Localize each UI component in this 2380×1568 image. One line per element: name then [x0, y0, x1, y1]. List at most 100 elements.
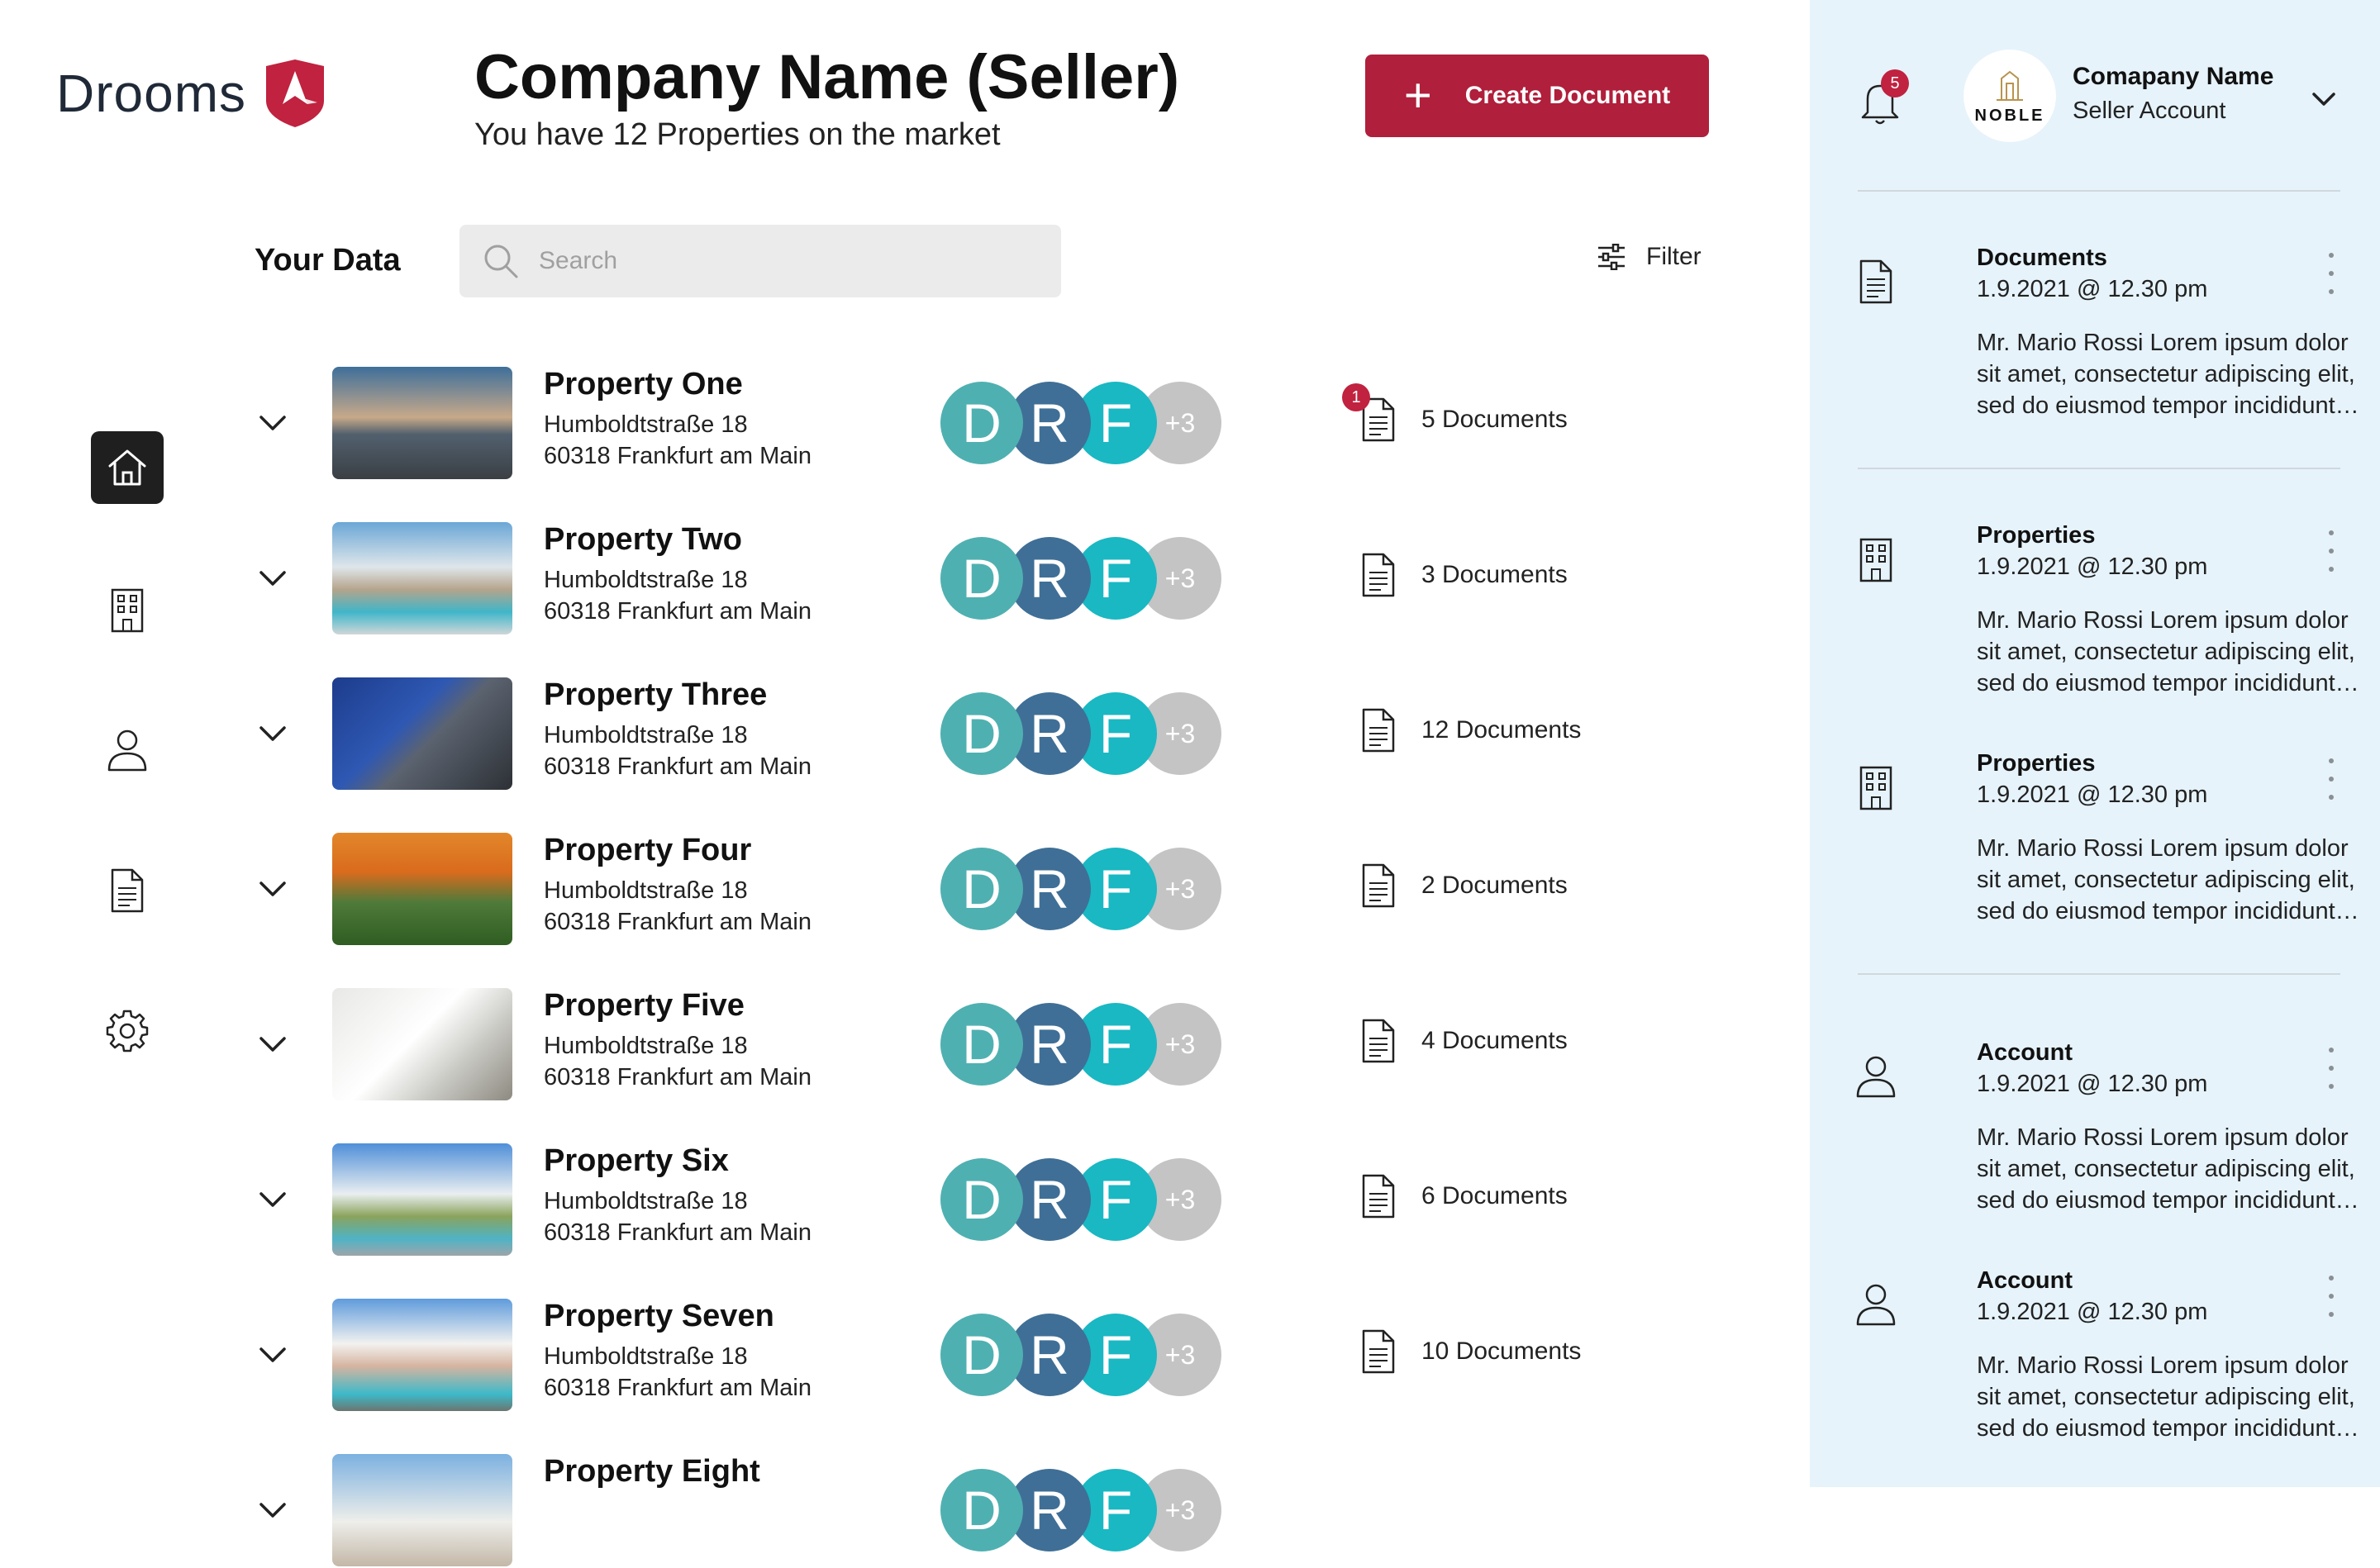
property-name[interactable]: Property Four: [544, 833, 752, 867]
property-name[interactable]: Property Eight: [544, 1454, 760, 1489]
search-box[interactable]: [459, 225, 1061, 297]
documents-link[interactable]: 3 Documents: [1360, 552, 1568, 598]
unread-badge: 1: [1342, 383, 1370, 411]
create-document-label: Create Document: [1464, 82, 1671, 109]
property-thumbnail[interactable]: [332, 677, 512, 790]
activity-item[interactable]: Properties 1.9.2021 @ 12.30 pm Mr. Mario…: [1851, 750, 2362, 940]
property-city: 60318 Frankfurt am Main: [544, 443, 812, 469]
expand-chevron-icon[interactable]: [248, 710, 298, 757]
divider: [1858, 190, 2340, 192]
property-thumbnail[interactable]: [332, 1143, 512, 1256]
property-name[interactable]: Property Seven: [544, 1299, 774, 1333]
property-thumbnail[interactable]: [332, 522, 512, 634]
documents-link[interactable]: 1 5 Documents: [1342, 383, 1568, 443]
member-avatar-d[interactable]: D: [940, 1469, 1023, 1551]
member-avatars[interactable]: +3 F R D: [940, 537, 1230, 620]
notification-count-badge: 5: [1881, 69, 1909, 97]
property-thumbnail[interactable]: [332, 1454, 512, 1566]
search-input[interactable]: [537, 246, 1033, 276]
property-row[interactable]: Property Seven Humboldtstraße 18 60318 F…: [248, 1297, 1653, 1413]
member-avatars[interactable]: +3 F R D: [940, 1469, 1230, 1551]
member-avatars[interactable]: +3 F R D: [940, 1314, 1230, 1396]
document-icon: [111, 868, 144, 913]
member-avatars[interactable]: +3 F R D: [940, 1158, 1230, 1241]
property-name[interactable]: Property Three: [544, 677, 768, 712]
more-options-icon[interactable]: [2319, 1048, 2344, 1089]
documents-link[interactable]: 12 Documents: [1360, 707, 1581, 753]
chevron-down-icon[interactable]: [2307, 83, 2340, 116]
documents-count: 10 Documents: [1421, 1338, 1582, 1365]
expand-chevron-icon[interactable]: [248, 866, 298, 912]
member-avatar-d[interactable]: D: [940, 848, 1023, 930]
property-name[interactable]: Property Five: [544, 988, 745, 1023]
documents-link[interactable]: 2 Documents: [1360, 862, 1568, 909]
property-street: Humboldtstraße 18: [544, 1343, 748, 1370]
activity-title: Properties: [1977, 522, 2096, 549]
expand-chevron-icon[interactable]: [248, 1332, 298, 1378]
property-row[interactable]: Property Six Humboldtstraße 18 60318 Fra…: [248, 1142, 1653, 1257]
document-icon: [1360, 1173, 1397, 1219]
property-row[interactable]: Property Five Humboldtstraße 18 60318 Fr…: [248, 986, 1653, 1102]
property-name[interactable]: Property One: [544, 367, 743, 402]
activity-time: 1.9.2021 @ 12.30 pm: [1977, 1299, 2208, 1325]
member-avatar-d[interactable]: D: [940, 537, 1023, 620]
nav-properties[interactable]: [91, 573, 164, 646]
nav-home[interactable]: [91, 431, 164, 504]
divider: [1858, 468, 2340, 469]
property-thumbnail[interactable]: [332, 367, 512, 479]
property-city: 60318 Frankfurt am Main: [544, 598, 812, 625]
documents-link[interactable]: 10 Documents: [1360, 1328, 1581, 1375]
member-avatars[interactable]: +3 F R D: [940, 692, 1230, 775]
member-avatar-d[interactable]: D: [940, 1314, 1023, 1396]
member-avatar-r[interactable]: R: [1008, 382, 1091, 464]
documents-link[interactable]: 6 Documents: [1360, 1173, 1568, 1219]
document-icon: [1360, 707, 1397, 753]
home-icon: [108, 449, 146, 486]
create-document-button[interactable]: + Create Document: [1365, 55, 1709, 137]
activity-item[interactable]: Documents 1.9.2021 @ 12.30 pm Mr. Mario …: [1851, 245, 2362, 435]
document-icon: [1360, 862, 1397, 909]
expand-chevron-icon[interactable]: [248, 400, 298, 446]
brand-logo[interactable]: Drooms: [56, 58, 331, 129]
documents-link[interactable]: 4 Documents: [1360, 1018, 1568, 1064]
filter-button[interactable]: Filter: [1597, 243, 1702, 271]
property-row[interactable]: Property One Humboldtstraße 18 60318 Fra…: [248, 365, 1653, 481]
member-avatar-d[interactable]: D: [940, 692, 1023, 775]
more-options-icon[interactable]: [2319, 530, 2344, 572]
expand-chevron-icon[interactable]: [248, 1021, 298, 1067]
member-avatars[interactable]: +3 F R D: [940, 848, 1230, 930]
member-avatars[interactable]: +3 F R D: [940, 1003, 1230, 1086]
member-avatar-d[interactable]: D: [940, 1003, 1023, 1086]
nav-account[interactable]: [91, 714, 164, 786]
property-thumbnail[interactable]: [332, 988, 512, 1100]
property-thumbnail[interactable]: [332, 1299, 512, 1411]
member-avatar-d[interactable]: D: [940, 1158, 1023, 1241]
nav-settings[interactable]: [91, 995, 164, 1067]
nav-documents[interactable]: [91, 854, 164, 927]
property-row[interactable]: Property Four Humboldtstraße 18 60318 Fr…: [248, 831, 1653, 947]
property-city: 60318 Frankfurt am Main: [544, 1219, 812, 1246]
member-avatar-d[interactable]: D: [940, 382, 1023, 464]
more-options-icon[interactable]: [2319, 253, 2344, 294]
account-logo[interactable]: NOBLE: [1963, 50, 2056, 142]
document-icon: [1360, 1328, 1397, 1375]
plus-icon: +: [1403, 69, 1432, 122]
activity-item[interactable]: Account 1.9.2021 @ 12.30 pm Mr. Mario Ro…: [1851, 1039, 2362, 1229]
property-city: 60318 Frankfurt am Main: [544, 1064, 812, 1090]
notifications-button[interactable]: 5: [1859, 69, 1911, 127]
more-options-icon[interactable]: [2319, 1276, 2344, 1317]
more-options-icon[interactable]: [2319, 758, 2344, 800]
property-name[interactable]: Property Two: [544, 522, 742, 557]
activity-item[interactable]: Properties 1.9.2021 @ 12.30 pm Mr. Mario…: [1851, 522, 2362, 712]
property-row[interactable]: Property Two Humboldtstraße 18 60318 Fra…: [248, 520, 1653, 636]
activity-time: 1.9.2021 @ 12.30 pm: [1977, 782, 2208, 808]
expand-chevron-icon[interactable]: [248, 1176, 298, 1223]
member-avatars[interactable]: +3 F R D: [940, 382, 1230, 464]
activity-item[interactable]: Account 1.9.2021 @ 12.30 pm Mr. Mario Ro…: [1851, 1267, 2362, 1457]
expand-chevron-icon[interactable]: [248, 1487, 298, 1533]
expand-chevron-icon[interactable]: [248, 555, 298, 601]
property-name[interactable]: Property Six: [544, 1143, 729, 1178]
property-row[interactable]: Property Eight +3 F R D: [248, 1452, 1653, 1568]
property-row[interactable]: Property Three Humboldtstraße 18 60318 F…: [248, 676, 1653, 791]
property-thumbnail[interactable]: [332, 833, 512, 945]
